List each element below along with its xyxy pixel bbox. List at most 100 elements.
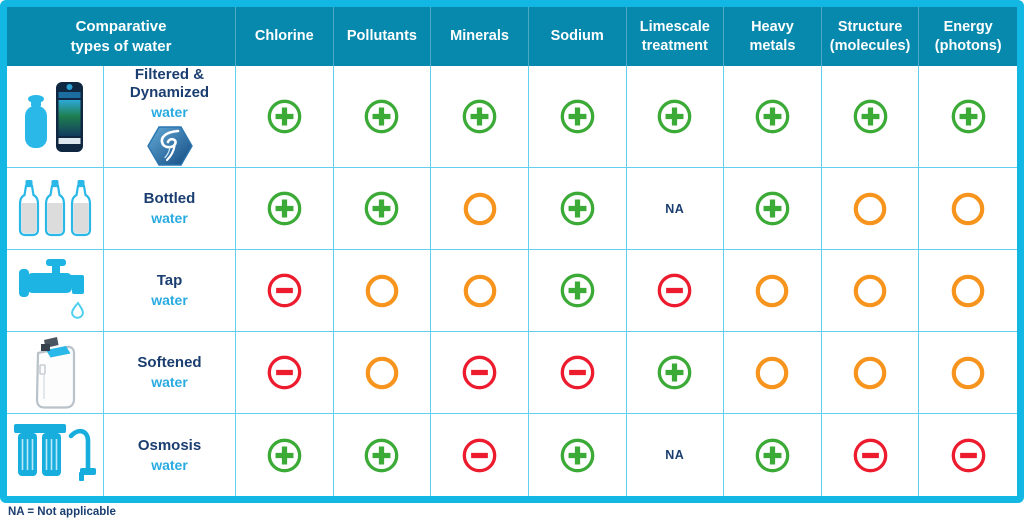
row-icon-cell-tap: [7, 250, 104, 332]
neutral-icon: [951, 274, 985, 308]
value-cell-neutral: [724, 250, 822, 332]
value-cell-plus: [724, 414, 822, 496]
value-cell-neutral: [333, 332, 432, 414]
plus-icon: [266, 98, 303, 135]
value-cell-neutral: [821, 332, 920, 414]
minus-icon: [266, 272, 303, 309]
plus-icon: [461, 98, 498, 135]
row-label-bottled: Bottled water: [104, 168, 236, 250]
value-cell-plus: [821, 66, 920, 168]
value-cell-plus: [236, 168, 334, 250]
neutral-icon: [951, 356, 985, 390]
value-cell-plus: [528, 414, 627, 496]
value-cell-neutral: [821, 250, 920, 332]
value-cell-minus: [431, 414, 529, 496]
value-cell-plus: [724, 168, 822, 250]
minus-icon: [266, 354, 303, 391]
neutral-icon: [365, 356, 399, 390]
plus-icon: [266, 190, 303, 227]
row-name: Bottled: [143, 190, 196, 208]
neutral-icon: [755, 356, 789, 390]
row-name: Softened: [137, 354, 202, 372]
neutral-icon: [951, 192, 985, 226]
value-cell-minus: [236, 332, 334, 414]
value-cell-plus: [333, 414, 432, 496]
value-cell-plus: [528, 66, 627, 168]
value-cell-plus: [431, 66, 529, 168]
row-name: Filtered & Dynamized: [129, 65, 210, 102]
plus-icon: [559, 437, 596, 474]
value-cell-plus: [724, 66, 822, 168]
minus-icon: [461, 437, 498, 474]
value-cell-neutral: [333, 250, 432, 332]
comparison-grid: Comparative types of water Chlorine Pollut…: [7, 7, 1017, 496]
value-cell-minus: [236, 250, 334, 332]
plus-icon: [754, 98, 791, 135]
row-name: Osmosis: [137, 436, 202, 454]
value-cell-na: NA: [626, 414, 725, 496]
neutral-icon: [463, 192, 497, 226]
value-cell-plus: [919, 66, 1017, 168]
plus-icon: [559, 272, 596, 309]
plus-icon: [852, 98, 889, 135]
neutral-icon: [853, 274, 887, 308]
value-cell-minus: [821, 414, 920, 496]
value-cell-plus: [236, 414, 334, 496]
value-cell-minus: [431, 332, 529, 414]
plus-icon: [559, 98, 596, 135]
row-name: Tap: [156, 272, 183, 290]
row-subname: water: [151, 210, 188, 227]
column-header-heavy-metals: Heavy metals: [724, 7, 822, 66]
neutral-icon: [365, 274, 399, 308]
row-icon-cell-softened: [7, 332, 104, 414]
column-header-structure-molecules: Structure (molecules): [821, 7, 920, 66]
plus-icon: [656, 98, 693, 135]
footnote: NA = Not applicable: [8, 506, 116, 518]
plus-icon: [363, 190, 400, 227]
value-cell-neutral: [431, 168, 529, 250]
plus-icon: [656, 354, 693, 391]
minus-icon: [950, 437, 987, 474]
value-cell-neutral: [919, 168, 1017, 250]
plus-icon: [754, 437, 791, 474]
softener-icon: [23, 335, 87, 411]
table-title: Comparative types of water: [7, 7, 236, 66]
tap-icon: [19, 258, 91, 323]
minus-icon: [461, 354, 498, 391]
row-label-osmosis: Osmosis water: [104, 414, 236, 496]
neutral-icon: [853, 192, 887, 226]
value-cell-plus: [333, 168, 432, 250]
row-label-softened: Softened water: [104, 332, 236, 414]
value-cell-minus: [528, 332, 627, 414]
value-cell-neutral: [919, 332, 1017, 414]
vortex-hexagon-icon: [146, 125, 193, 167]
value-cell-plus: [626, 332, 725, 414]
row-icon-cell-osmosis: [7, 414, 104, 496]
plus-icon: [266, 437, 303, 474]
column-header-chlorine: Chlorine: [236, 7, 334, 66]
minus-icon: [852, 437, 889, 474]
na-label: NA: [665, 201, 685, 216]
plus-icon: [363, 98, 400, 135]
bottles-icon: [16, 179, 94, 239]
value-cell-plus: [528, 250, 627, 332]
neutral-icon: [755, 274, 789, 308]
value-cell-neutral: [919, 250, 1017, 332]
neutral-icon: [463, 274, 497, 308]
na-label: NA: [665, 448, 685, 462]
value-cell-neutral: [724, 332, 822, 414]
value-cell-minus: [919, 414, 1017, 496]
value-cell-minus: [626, 250, 725, 332]
plus-icon: [754, 190, 791, 227]
plus-icon: [559, 190, 596, 227]
osmosis-icon: [12, 422, 98, 488]
value-cell-na: NA: [626, 168, 725, 250]
value-cell-neutral: [431, 250, 529, 332]
value-cell-plus: [236, 66, 334, 168]
row-icon-cell-bottled: [7, 168, 104, 250]
filter-dynamizer-icon: [18, 76, 92, 158]
minus-icon: [656, 272, 693, 309]
row-label-tap: Tap water: [104, 250, 236, 332]
plus-icon: [363, 437, 400, 474]
column-header-energy-photons: Energy (photons): [919, 7, 1017, 66]
